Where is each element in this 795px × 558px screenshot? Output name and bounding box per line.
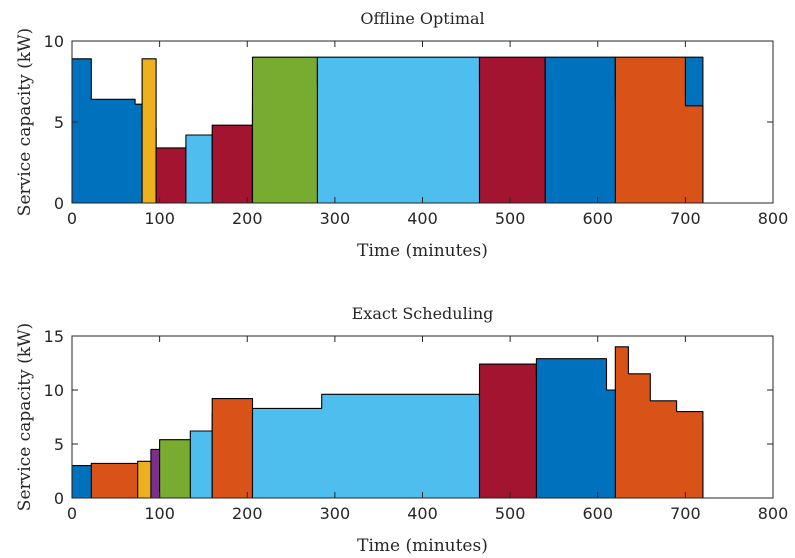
y-tick-label: 10: [44, 32, 64, 51]
y-tick-label: 10: [44, 381, 64, 400]
x-tick-label: 800: [758, 504, 789, 523]
y-tick-label: 15: [44, 327, 64, 346]
chart-title: Offline Optimal: [360, 9, 484, 28]
y-axis-label: Service capacity (kW): [15, 28, 35, 216]
x-tick-label: 400: [407, 504, 438, 523]
x-tick-label: 200: [232, 504, 263, 523]
y-axis-label: Service capacity (kW): [15, 323, 35, 511]
x-tick-label: 700: [670, 209, 701, 228]
x-tick-label: 400: [407, 209, 438, 228]
chart-title: Exact Scheduling: [352, 304, 494, 323]
x-axis-label: Time (minutes): [357, 536, 488, 556]
x-axis-label: Time (minutes): [357, 241, 488, 261]
x-tick-label: 100: [144, 209, 175, 228]
y-tick-label: 0: [54, 489, 64, 508]
plot-area: [72, 347, 703, 498]
x-tick-label: 200: [232, 209, 263, 228]
x-tick-label: 300: [320, 209, 351, 228]
x-tick-label: 500: [495, 504, 526, 523]
x-tick-label: 100: [144, 504, 175, 523]
y-tick-label: 0: [54, 194, 64, 213]
x-tick-label: 600: [582, 209, 613, 228]
exact-scheduling-panel: Exact Scheduling 0 100 200 300 400 500 600 700 8…: [15, 304, 788, 556]
x-tick-label: 600: [582, 504, 613, 523]
x-tick-label: 300: [320, 504, 351, 523]
y-tick-label: 5: [54, 435, 64, 454]
x-tick-label: 0: [67, 504, 77, 523]
x-tick-label: 500: [495, 209, 526, 228]
offline-optimal-panel: Offline Optimal 0 100 200 300 400 500 600 700 80…: [15, 9, 788, 261]
x-tick-label: 800: [758, 209, 789, 228]
x-tick-label: 0: [67, 209, 77, 228]
y-tick-label: 5: [54, 113, 64, 132]
plot-area: [72, 57, 703, 203]
capacity-band: [615, 347, 703, 498]
x-tick-label: 700: [670, 504, 701, 523]
